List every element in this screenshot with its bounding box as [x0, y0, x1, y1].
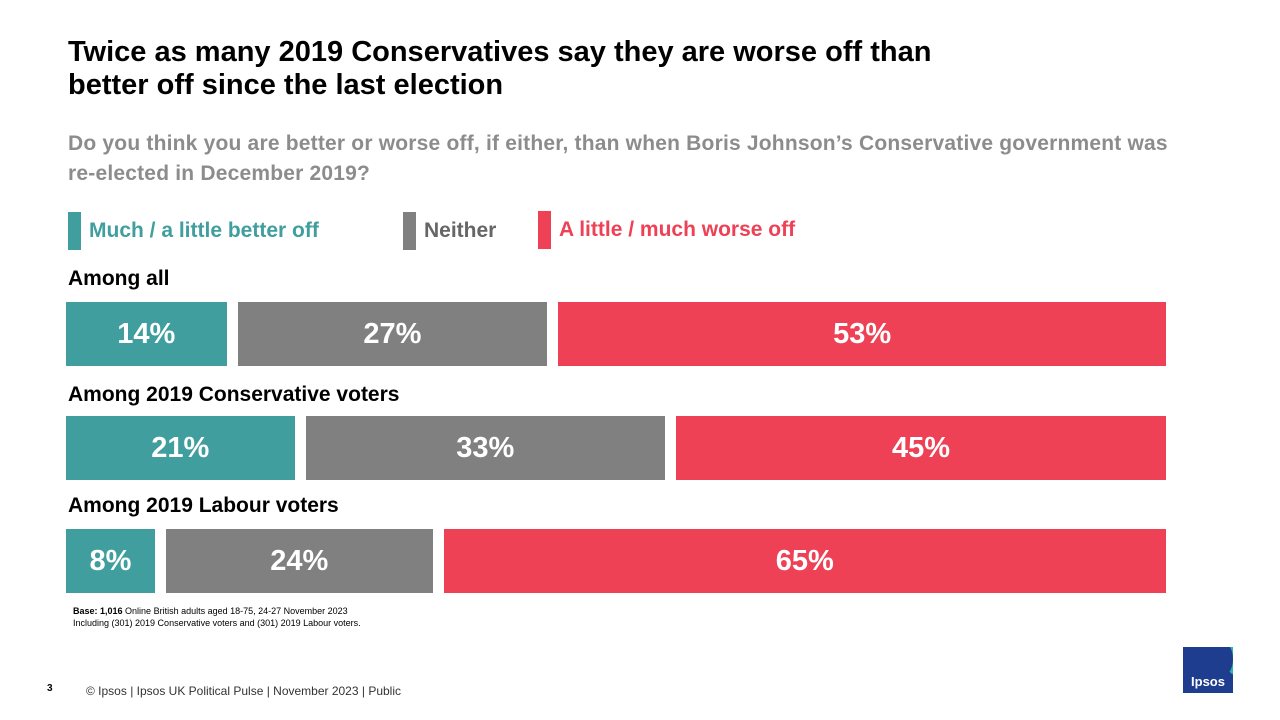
- base-line-1: Online British adults aged 18-75, 24-27 …: [122, 606, 348, 616]
- legend-neither: Neither: [403, 212, 496, 250]
- page-number: 3: [47, 683, 53, 694]
- legend-better-off: Much / a little better off: [68, 212, 319, 250]
- ipsos-logo: Ipsos: [1183, 647, 1233, 693]
- question-subtitle: Do you think you are better or worse off…: [68, 132, 1168, 185]
- legend-swatch-neither: [403, 212, 416, 250]
- group-label-all: Among all: [68, 267, 170, 290]
- bar-conservative-better-off: 21%: [66, 416, 295, 480]
- group-label-conservative: Among 2019 Conservative voters: [68, 383, 400, 406]
- group-label-labour: Among 2019 Labour voters: [68, 494, 339, 517]
- bar-labour-better-off: 8%: [66, 529, 155, 593]
- bar-all-better-off: 14%: [66, 302, 227, 366]
- base-note: Base: 1,016 Online British adults aged 1…: [73, 605, 361, 629]
- legend-label-worse-off: A little / much worse off: [559, 218, 796, 241]
- legend-label-neither: Neither: [424, 219, 497, 242]
- legend-label-better-off: Much / a little better off: [89, 219, 319, 242]
- bar-conservative-neither: 33%: [305, 416, 665, 480]
- legend-worse-off: A little / much worse off: [538, 211, 795, 249]
- footer-text: © Ipsos | Ipsos UK Political Pulse | Nov…: [86, 684, 401, 698]
- legend-swatch-better-off: [68, 212, 81, 250]
- bar-all-worse-off: 53%: [558, 302, 1166, 366]
- logo-text: Ipsos: [1191, 674, 1225, 689]
- bar-conservative-worse-off: 45%: [676, 416, 1166, 480]
- base-bold: Base: 1,016: [73, 606, 123, 616]
- bar-all-neither: 27%: [237, 302, 548, 366]
- bar-labour-neither: 24%: [165, 529, 433, 593]
- base-line-2: Including (301) 2019 Conservative voters…: [73, 618, 361, 628]
- legend-swatch-worse-off: [538, 211, 551, 249]
- bar-labour-worse-off: 65%: [443, 529, 1166, 593]
- page-title: Twice as many 2019 Conservatives say the…: [68, 36, 932, 101]
